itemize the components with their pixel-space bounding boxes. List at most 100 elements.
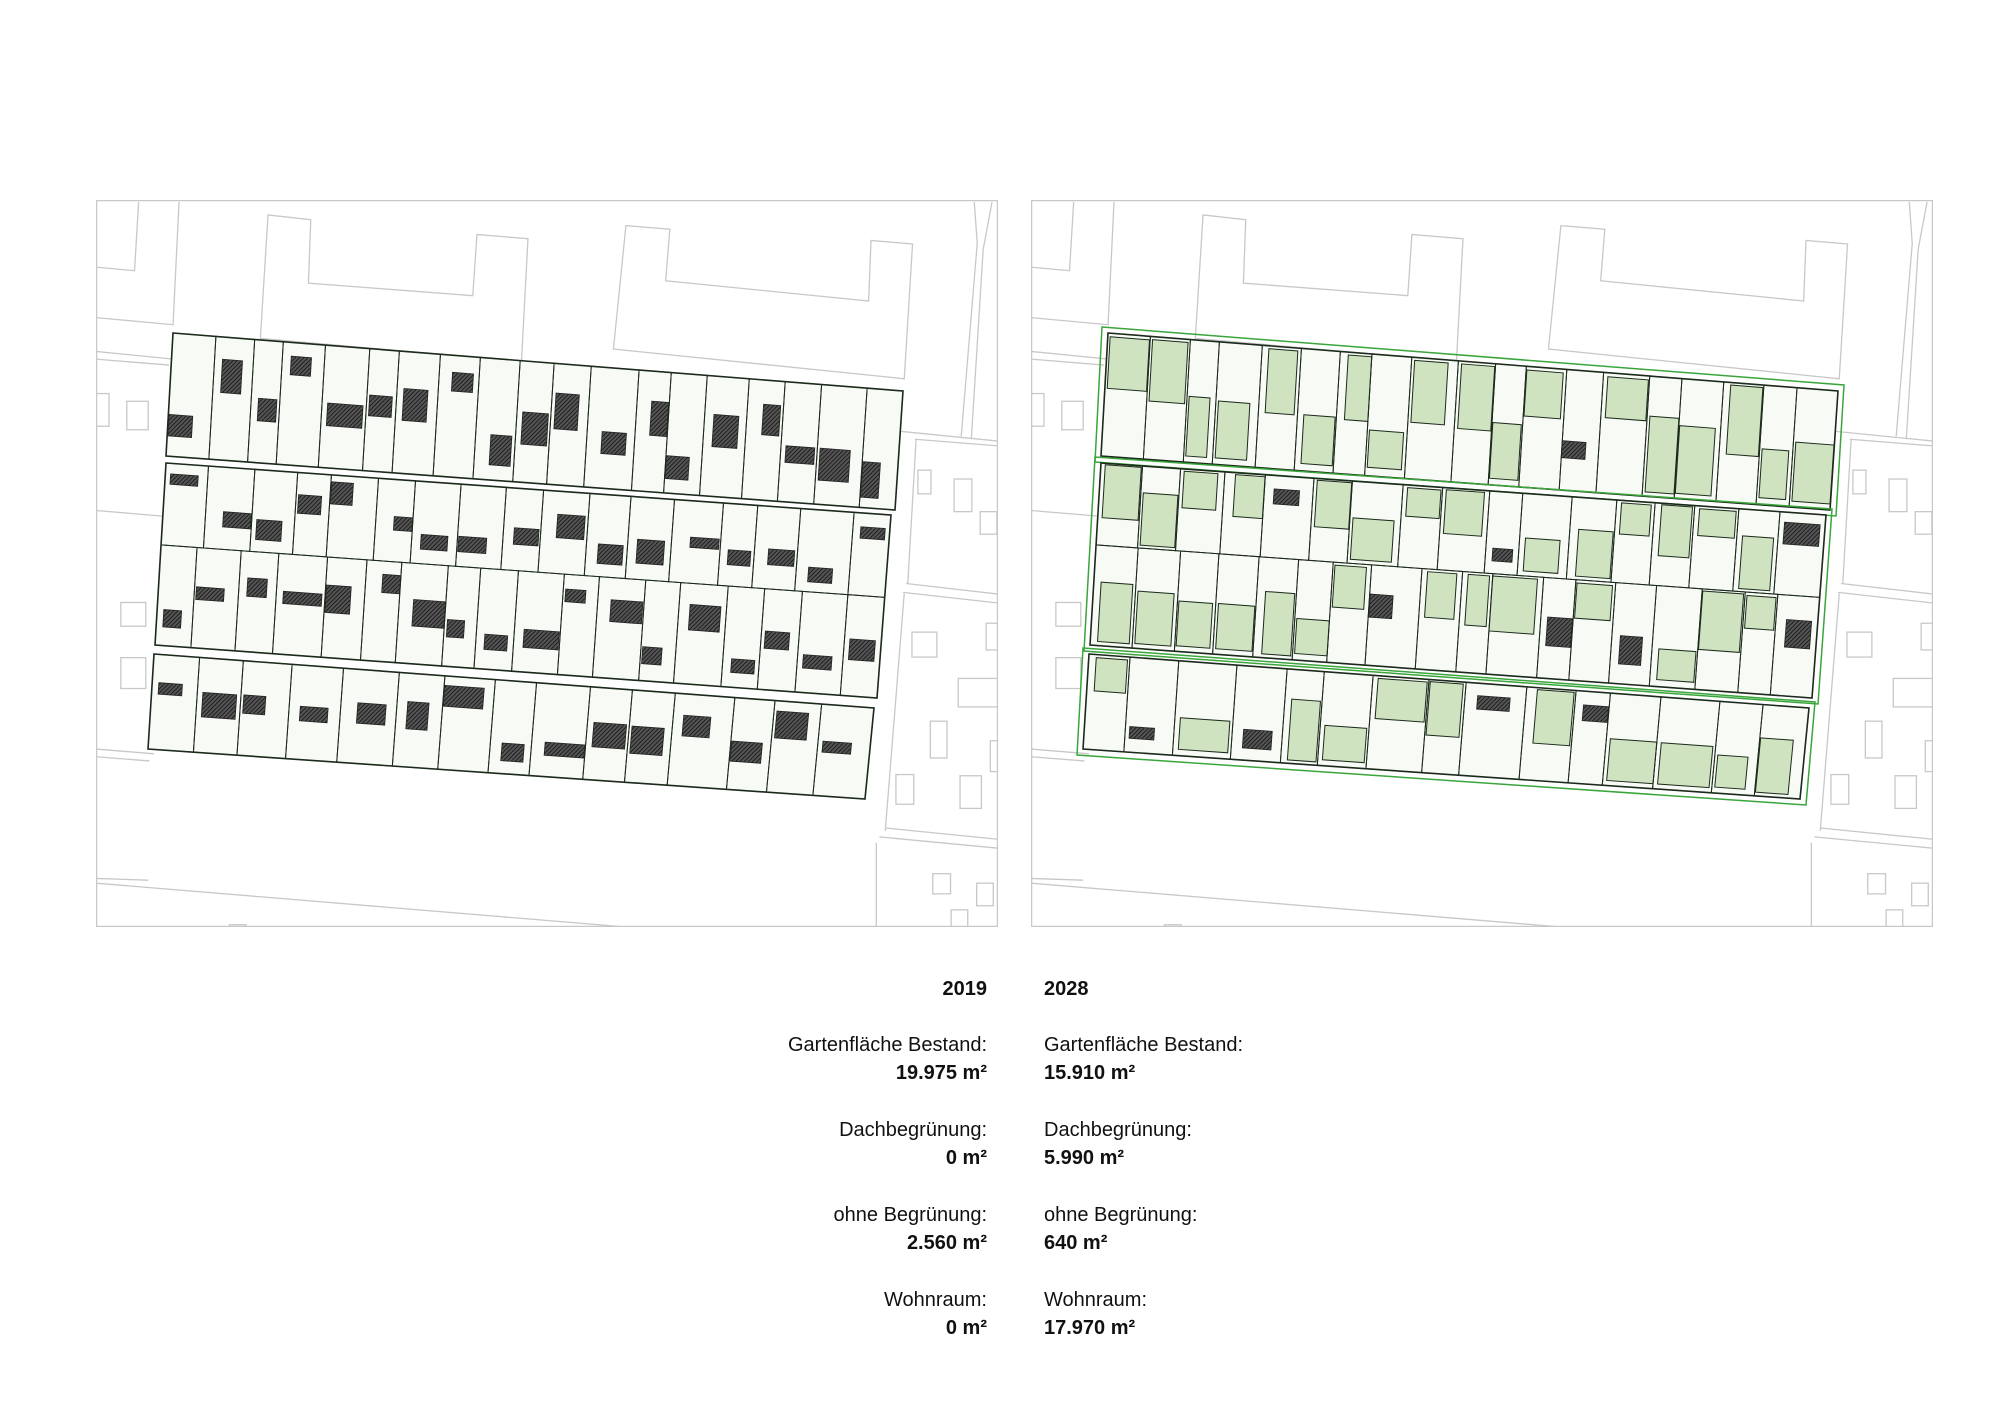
street-line bbox=[96, 882, 634, 927]
green-roof-building bbox=[1657, 504, 1694, 559]
green-roof-building bbox=[1286, 698, 1322, 763]
stat-green-roof: Dachbegrünung: 0 m² bbox=[587, 1116, 987, 1172]
context-building bbox=[126, 400, 149, 431]
context-building bbox=[120, 657, 147, 690]
existing-building bbox=[641, 646, 663, 666]
green-roof-building bbox=[1101, 464, 1142, 521]
green-roof-building bbox=[1523, 369, 1564, 420]
existing-building bbox=[784, 445, 816, 465]
context-building bbox=[957, 677, 998, 708]
parcel bbox=[1788, 387, 1839, 511]
existing-building bbox=[255, 519, 283, 542]
stat-label: Gartenfläche Bestand: bbox=[787, 1034, 987, 1056]
green-roof-building bbox=[1097, 581, 1134, 645]
existing-building bbox=[167, 413, 194, 439]
context-building bbox=[1892, 677, 1933, 708]
site-plan-2028 bbox=[1031, 200, 1933, 927]
context-building bbox=[1914, 511, 1933, 535]
stat-value: 19.975 m² bbox=[895, 1062, 987, 1084]
stat-green-roof: Dachbegrünung: 5.990 m² bbox=[1044, 1116, 1444, 1172]
stat-label: Dachbegrünung: bbox=[1044, 1119, 1192, 1141]
green-roof-building bbox=[1175, 600, 1214, 649]
existing-building bbox=[609, 599, 644, 625]
stat-garden-area: Gartenfläche Bestand: 19.975 m² bbox=[587, 1031, 987, 1087]
existing-building bbox=[761, 403, 782, 437]
context-building bbox=[1894, 775, 1918, 810]
block-boundary bbox=[1083, 456, 1833, 705]
existing-building bbox=[368, 394, 393, 418]
context-building bbox=[1163, 924, 1182, 927]
context-building bbox=[1830, 773, 1850, 805]
context-building bbox=[96, 392, 110, 427]
existing-building bbox=[483, 633, 509, 652]
stats-2019: 2019 Gartenfläche Bestand: 19.975 m² Dach… bbox=[587, 975, 987, 1371]
street-line bbox=[1031, 748, 1090, 755]
green-roof-building bbox=[1606, 738, 1658, 785]
green-roof-building bbox=[1744, 594, 1777, 631]
street-line bbox=[902, 591, 998, 604]
stat-value: 17.970 m² bbox=[1044, 1317, 1136, 1339]
street-line bbox=[1031, 882, 1569, 927]
context-building bbox=[1031, 392, 1045, 427]
context-building bbox=[1852, 469, 1867, 495]
existing-building bbox=[1545, 616, 1573, 648]
stat-value: 2.560 m² bbox=[906, 1232, 987, 1254]
street-line bbox=[907, 439, 917, 584]
existing-building bbox=[445, 619, 466, 639]
existing-building bbox=[681, 714, 712, 739]
green-roof-building bbox=[1644, 415, 1680, 495]
existing-building bbox=[817, 447, 851, 483]
existing-building bbox=[596, 543, 624, 566]
green-roof-building bbox=[1294, 617, 1330, 657]
green-roof-building bbox=[1464, 573, 1491, 628]
street-line bbox=[960, 201, 978, 437]
existing-building bbox=[726, 549, 752, 567]
existing-building bbox=[450, 371, 474, 394]
context-building bbox=[985, 622, 998, 651]
street-line bbox=[1905, 201, 1928, 440]
existing-building bbox=[298, 705, 329, 724]
context-building bbox=[959, 775, 983, 810]
parcel bbox=[858, 387, 904, 511]
context-building bbox=[1888, 478, 1908, 513]
existing-building bbox=[222, 511, 252, 530]
existing-building bbox=[289, 355, 312, 377]
green-roof-building bbox=[1232, 474, 1266, 520]
site-plan-2019-drawing bbox=[96, 200, 998, 927]
street-line bbox=[1031, 877, 1084, 881]
site-plan-2028-drawing bbox=[1031, 200, 1933, 927]
parcel bbox=[1753, 704, 1810, 800]
green-roof-building bbox=[1374, 677, 1428, 723]
street-line bbox=[1819, 593, 1840, 832]
stat-label: Wohnraum: bbox=[883, 1289, 987, 1311]
green-roof-building bbox=[1618, 502, 1652, 537]
context-building bbox=[1920, 622, 1933, 651]
existing-building bbox=[282, 590, 323, 607]
stat-living-space: Wohnraum: 17.970 m² bbox=[1044, 1286, 1444, 1342]
existing-building bbox=[512, 527, 540, 547]
existing-building bbox=[329, 481, 354, 506]
stat-value: 15.910 m² bbox=[1044, 1062, 1136, 1084]
street-line bbox=[1840, 582, 1933, 595]
green-roof-building bbox=[1214, 400, 1251, 461]
green-roof-building bbox=[1148, 339, 1189, 405]
existing-building bbox=[600, 431, 627, 456]
street-line bbox=[914, 438, 998, 447]
street-line bbox=[885, 827, 998, 840]
stat-value: 5.990 m² bbox=[1044, 1147, 1125, 1169]
stat-label: ohne Begrünung: bbox=[1044, 1204, 1198, 1226]
green-roof-building bbox=[1261, 590, 1296, 657]
green-roof-building bbox=[1656, 648, 1697, 683]
stat-living-space: Wohnraum: 0 m² bbox=[587, 1286, 987, 1342]
existing-building bbox=[649, 400, 670, 438]
existing-building bbox=[807, 566, 834, 584]
existing-building bbox=[405, 701, 430, 731]
existing-building bbox=[1782, 521, 1821, 547]
context-building bbox=[1846, 631, 1873, 658]
existing-building bbox=[767, 548, 796, 567]
green-roof-building bbox=[1106, 336, 1151, 392]
street-line bbox=[1031, 201, 1115, 326]
green-roof-building bbox=[1185, 395, 1211, 459]
green-roof-building bbox=[1139, 492, 1179, 549]
existing-building bbox=[355, 702, 387, 726]
